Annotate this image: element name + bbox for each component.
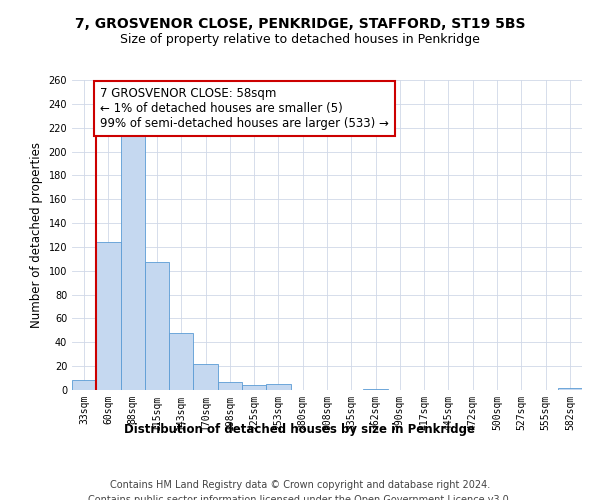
Bar <box>96 242 121 390</box>
Text: Distribution of detached houses by size in Penkridge: Distribution of detached houses by size … <box>125 422 476 436</box>
Bar <box>242 385 266 390</box>
Bar <box>558 388 582 390</box>
Y-axis label: Number of detached properties: Number of detached properties <box>30 142 43 328</box>
Text: 7 GROSVENOR CLOSE: 58sqm
← 1% of detached houses are smaller (5)
99% of semi-det: 7 GROSVENOR CLOSE: 58sqm ← 1% of detache… <box>100 87 389 130</box>
Bar <box>145 262 169 390</box>
Bar <box>266 384 290 390</box>
Bar <box>121 130 145 390</box>
Text: 7, GROSVENOR CLOSE, PENKRIDGE, STAFFORD, ST19 5BS: 7, GROSVENOR CLOSE, PENKRIDGE, STAFFORD,… <box>75 18 525 32</box>
Bar <box>72 380 96 390</box>
Text: Contains HM Land Registry data © Crown copyright and database right 2024.
Contai: Contains HM Land Registry data © Crown c… <box>88 480 512 500</box>
Bar <box>193 364 218 390</box>
Bar <box>218 382 242 390</box>
Text: Size of property relative to detached houses in Penkridge: Size of property relative to detached ho… <box>120 32 480 46</box>
Bar <box>169 333 193 390</box>
Bar <box>364 389 388 390</box>
